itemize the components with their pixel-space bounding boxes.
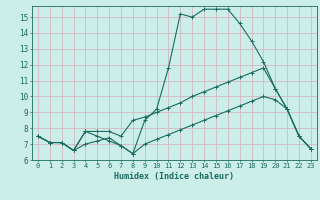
X-axis label: Humidex (Indice chaleur): Humidex (Indice chaleur) <box>115 172 234 181</box>
